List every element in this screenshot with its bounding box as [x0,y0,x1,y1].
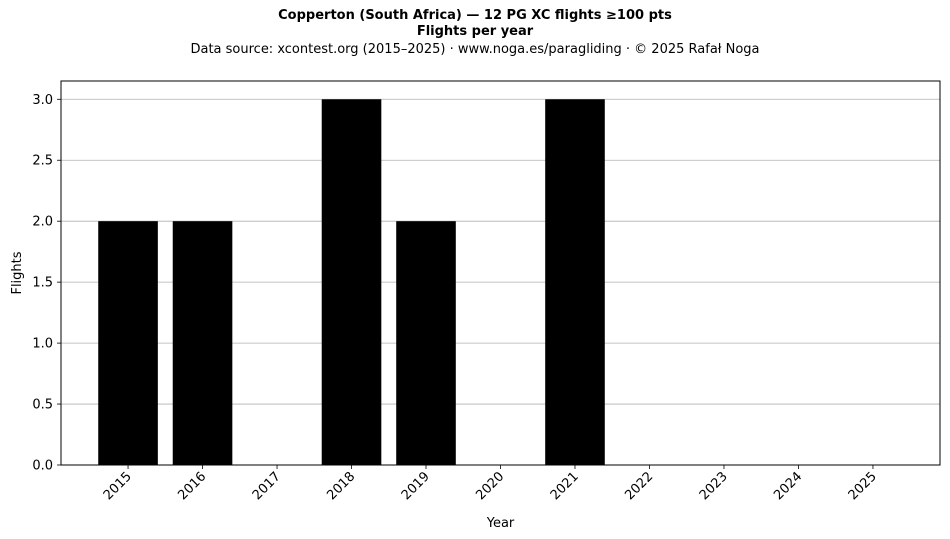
x-tick-label: 2016 [175,469,209,503]
y-tick-label: 1.0 [32,337,53,352]
x-tick-label: 2020 [473,469,507,503]
x-tick-label: 2019 [399,469,433,503]
bar-2019 [396,221,456,465]
y-axis-label: Flights [10,251,25,294]
y-tick-label: 1.5 [32,276,53,291]
chart-title: Copperton (South Africa) — 12 PG XC flig… [278,8,672,23]
y-tick-label: 2.0 [32,215,53,230]
y-tick-label: 3.0 [32,93,53,108]
y-tick-label: 2.5 [32,154,53,169]
x-tick-label: 2017 [250,469,284,503]
x-tick-label: 2015 [101,469,135,503]
chart-source-note: Data source: xcontest.org (2015–2025) · … [190,42,760,57]
axis-ticks: 0.0 0.5 1.0 1.5 2.0 2.5 3.0 2015 2016 2017 2018 201… [32,93,879,503]
x-tick-label: 2025 [846,469,880,503]
x-tick-label: 2024 [771,469,805,503]
y-tick-label: 0.5 [32,398,53,413]
bars [98,99,605,466]
bar-2018 [321,99,382,466]
bar-2021 [545,99,605,466]
bar-2016 [172,221,233,465]
x-tick-label: 2023 [697,469,731,503]
y-tick-label: 0.0 [32,459,53,474]
x-axis-label: Year [486,516,515,531]
chart-subtitle: Flights per year [416,24,534,39]
x-tick-label: 2018 [324,469,358,503]
x-tick-label: 2021 [548,469,582,503]
x-tick-label: 2022 [622,469,656,503]
bar-2015 [98,221,158,465]
